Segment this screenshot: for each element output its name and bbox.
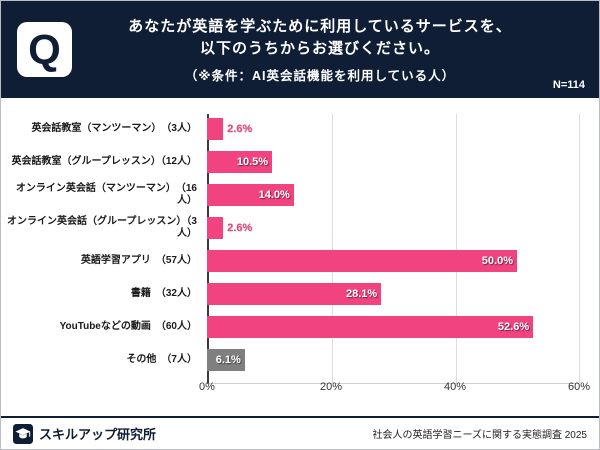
category-label: 書籍 （32人） [130,287,197,299]
category-label: YouTubeなどの動画 （60人） [59,320,197,332]
bar: 14.0% [207,183,294,206]
bar-cell: 10.5% [207,150,579,173]
x-axis-track: 0% 20% 40% 60% [199,376,590,402]
category-label: 英会話教室（マンツーマン） （3人） [31,122,197,134]
q-logo: Q [17,22,72,77]
x-tick-label: 0% [199,381,215,393]
bar-row: 英会話教室（グループレッスン）（12人） 10.5% [1,145,599,178]
bar: 28.1% [207,282,382,305]
bar: 6.1% [207,348,245,371]
grid-overlay [207,114,580,384]
bar-rows: 英会話教室（マンツーマン） （3人） 2.6% 英会話教室（グループレッスン）（12… [1,112,599,376]
value-label: 14.0% [258,188,290,201]
bar-cell: 52.6% [207,315,579,338]
bar-cell: 28.1% [207,282,579,305]
value-label: 2.6% [227,122,253,135]
question-condition: （※条件：AI英会話機能を利用している人） [184,68,456,83]
question-header: Q あなたが英語を学ぶために利用しているサービスを、 以下のうちからお選びくださ… [1,1,599,98]
brand-name: スキルアップ研究所 [39,427,157,442]
bar-row: 英会話教室（マンツーマン） （3人） 2.6% [1,112,599,145]
bar-chart: 英会話教室（マンツーマン） （3人） 2.6% 英会話教室（グループレッスン）（12… [1,98,599,416]
bar-row: オンライン英会話（グループレッスン）（3人） 2.6% [1,211,599,244]
bar-cell: 50.0% [207,249,579,272]
x-tick-label: 40% [443,381,467,393]
source-label: 社会人の英語学習ニーズに関する実態調査 2025 [372,430,587,441]
bar-cell: 14.0% [207,183,579,206]
value-label: 52.6% [497,320,530,333]
bar-row: YouTubeなどの動画 （60人） 52.6% [1,310,599,343]
value-label: 6.1% [215,353,241,366]
footer: スキルアップ研究所 社会人の英語学習ニーズに関する実態調査 2025 [1,416,599,449]
gridline [579,114,580,383]
value-label: 10.5% [236,155,269,168]
bar-row: 英語学習アプリ （57人） 50.0% [1,244,599,277]
bar-cell: 6.1% [207,348,579,371]
category-label: オンライン英会話（グループレッスン）（3人） [7,215,197,239]
bar-row: その他 （7人） 6.1% [1,343,599,376]
x-axis-spacer [1,376,207,402]
bar-row: 書籍 （32人） 28.1% [1,277,599,310]
brand: スキルアップ研究所 [13,423,157,444]
value-label: 2.6% [227,221,253,234]
gridline [455,114,457,383]
bar [207,117,224,140]
x-tick-label: 60% [567,381,591,393]
bar-cell: 2.6% [207,216,579,239]
question-title-line1: あなたが英語を学ぶために利用しているサービスを、 [128,17,512,35]
bar: 10.5% [207,150,273,173]
category-label: その他 （7人） [126,353,197,365]
bar [207,216,224,239]
category-label: オンライン英会話（マンツーマン） （16人） [15,182,197,206]
x-tick-label: 20% [319,381,343,393]
bar-cell: 2.6% [207,117,579,140]
sample-size-label: N=114 [552,79,585,91]
bar: 50.0% [207,249,517,272]
bar: 52.6% [207,315,534,338]
question-title-line2: 以下のうちからお選びください。 [199,40,440,57]
value-label: 50.0% [481,254,513,267]
category-label: 英語学習アプリ （57人） [80,254,197,266]
gridline [332,114,334,383]
question-title: あなたが英語を学ぶために利用しているサービスを、 以下のうちからお選びください。… [88,16,512,84]
category-label: 英会話教室（グループレッスン）（12人） [11,155,197,167]
value-label: 28.1% [346,287,378,300]
x-axis: 0% 20% 40% 60% [1,376,599,402]
graduation-cap-icon [13,423,33,444]
bar-row: オンライン英会話（マンツーマン） （16人） 14.0% [1,178,599,211]
